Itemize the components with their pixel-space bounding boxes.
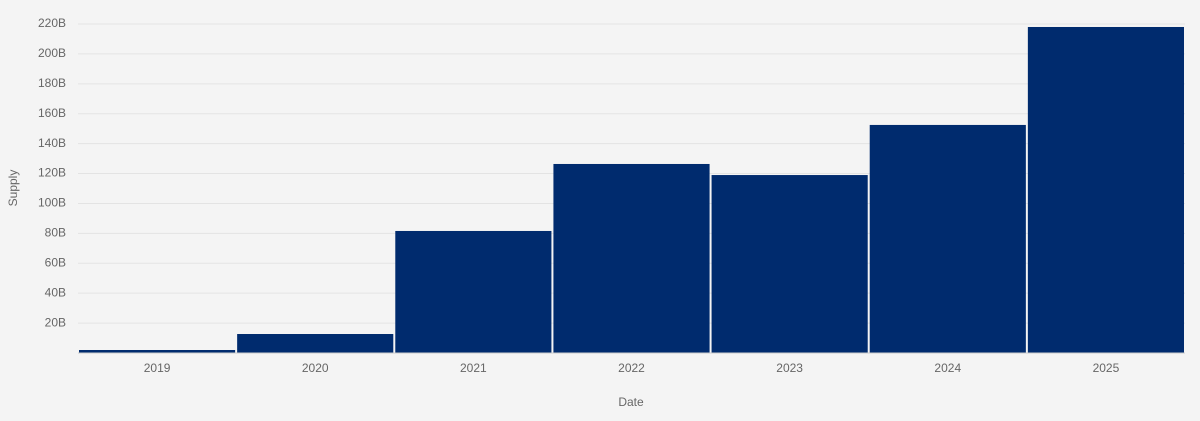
y-tick-label: 140B xyxy=(38,136,66,150)
x-tick-label: 2023 xyxy=(776,361,803,375)
y-tick-label: 120B xyxy=(38,166,66,180)
y-tick-label: 200B xyxy=(38,46,66,60)
y-tick-label: 220B xyxy=(38,16,66,30)
x-tick-label: 2019 xyxy=(144,361,171,375)
y-tick-label: 160B xyxy=(38,106,66,120)
bar xyxy=(395,230,552,353)
x-tick-label: 2024 xyxy=(934,361,961,375)
bar xyxy=(1027,26,1184,354)
y-axis-label: Supply xyxy=(6,170,20,207)
bar xyxy=(869,124,1026,354)
y-tick-label: 40B xyxy=(45,285,66,299)
y-tick-label: 60B xyxy=(45,255,66,269)
y-tick-label: 20B xyxy=(45,315,66,329)
x-tick-label: 2025 xyxy=(1093,361,1120,375)
y-tick-label: 80B xyxy=(45,226,66,240)
y-tick-label: 100B xyxy=(38,196,66,210)
x-tick-label: 2020 xyxy=(302,361,329,375)
bar xyxy=(711,175,868,353)
bar xyxy=(79,350,236,353)
bar xyxy=(237,334,394,353)
x-axis-label: Date xyxy=(618,395,644,409)
y-tick-label: 180B xyxy=(38,76,66,90)
x-tick-label: 2022 xyxy=(618,361,645,375)
x-tick-label: 2021 xyxy=(460,361,487,375)
bar xyxy=(553,163,710,353)
